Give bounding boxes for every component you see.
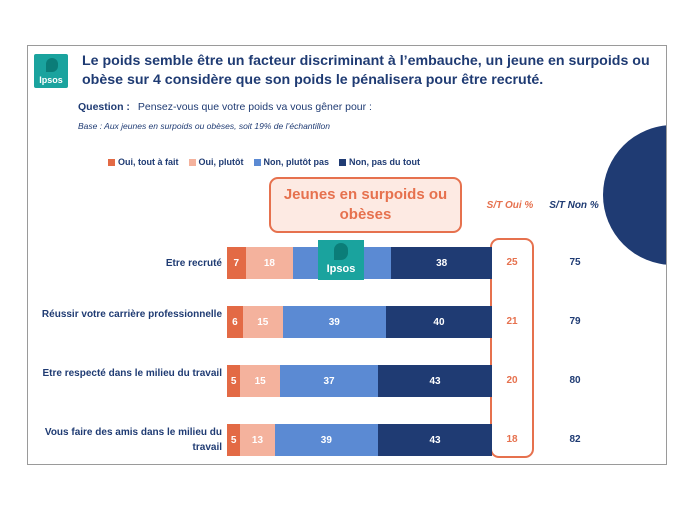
bar-segment: 5 xyxy=(227,424,241,456)
st-oui-value: 20 xyxy=(506,375,518,386)
bar-segment: 43 xyxy=(378,424,492,456)
st-oui-value: 21 xyxy=(506,316,518,327)
stacked-bar: 5 15 37 43 xyxy=(227,365,492,397)
st-oui-value: 18 xyxy=(506,434,518,445)
bar-segment: 15 xyxy=(240,365,280,397)
logo-mark-icon xyxy=(334,243,348,260)
bar-segment: 43 xyxy=(378,365,492,397)
bar-segment: 7 xyxy=(227,247,246,279)
st-non-value: 79 xyxy=(569,316,581,327)
legend-label: Oui, tout à fait xyxy=(118,157,179,167)
category-label: Vous faire des amis dans le milieu du tr… xyxy=(44,427,222,453)
bar-segment: 5 xyxy=(227,365,241,397)
legend-label: Non, plutôt pas xyxy=(263,157,330,167)
legend-swatch xyxy=(339,158,346,166)
slide: Ipsos Le poids semble être un facteur di… xyxy=(27,45,667,465)
legend-swatch xyxy=(253,158,261,166)
bar-segment: 18 xyxy=(245,247,294,279)
st-non-value: 82 xyxy=(569,434,581,445)
bar-segment: 38 xyxy=(391,247,492,279)
group-label-box: Jeunes en surpoids ou obèses xyxy=(269,177,462,233)
decorative-circle xyxy=(603,125,666,265)
bar-segment: 15 xyxy=(242,306,283,338)
legend-item: Oui, tout à fait xyxy=(108,157,179,167)
base-note: Base : Aux jeunes en surpoids ou obèses,… xyxy=(78,121,331,131)
logo-mark-icon xyxy=(46,58,58,72)
legend-item: Non, pas du tout xyxy=(339,157,420,167)
category-label: Réussir votre carrière professionnelle xyxy=(41,309,222,320)
legend-item: Oui, plutôt xyxy=(188,157,244,167)
question: Question : Pensez-vous que votre poids va… xyxy=(78,101,372,113)
question-label: Question : xyxy=(78,101,130,113)
legend-item: Non, plutôt pas xyxy=(253,157,330,167)
category-label: Etre recruté xyxy=(165,257,222,269)
column-header-st-oui: S/T Oui % xyxy=(486,200,534,211)
bar-segment: 40 xyxy=(385,306,492,338)
bar-segment: 37 xyxy=(280,365,379,397)
bar-segment: 39 xyxy=(274,424,379,456)
legend-swatch xyxy=(108,158,115,166)
logo-text: Ipsos xyxy=(39,75,63,85)
stacked-bar: 6 15 39 40 xyxy=(227,306,492,338)
legend-label: Oui, plutôt xyxy=(198,157,244,167)
category-label: Etre respecté dans le milieu du travail xyxy=(42,368,222,379)
bar-segment: 39 xyxy=(282,306,386,338)
st-non-value: 80 xyxy=(569,375,581,386)
stacked-bar: 5 13 39 43 xyxy=(227,424,492,456)
ipsos-logo: Ipsos xyxy=(34,54,68,88)
bar-segment: 6 xyxy=(227,306,243,338)
question-text: Pensez-vous que votre poids va vous gêne… xyxy=(137,101,372,113)
stacked-bar: 7183738 xyxy=(227,247,492,279)
logo-text: Ipsos xyxy=(326,263,356,275)
legend-swatch xyxy=(188,158,196,166)
chart-legend: Oui, tout à fait Oui, plutôt Non, plutôt p… xyxy=(108,157,420,167)
st-oui-highlight-frame xyxy=(490,238,534,458)
slide-title: Le poids semble être un facteur discrimi… xyxy=(82,53,650,88)
legend-label: Non, pas du tout xyxy=(349,157,420,167)
ipsos-overlay-logo: Ipsos xyxy=(318,240,364,280)
bar-segment: 13 xyxy=(240,424,275,456)
column-header-st-non: S/T Non % xyxy=(549,200,599,211)
st-non-value: 75 xyxy=(569,257,581,268)
st-oui-value: 25 xyxy=(506,257,518,268)
